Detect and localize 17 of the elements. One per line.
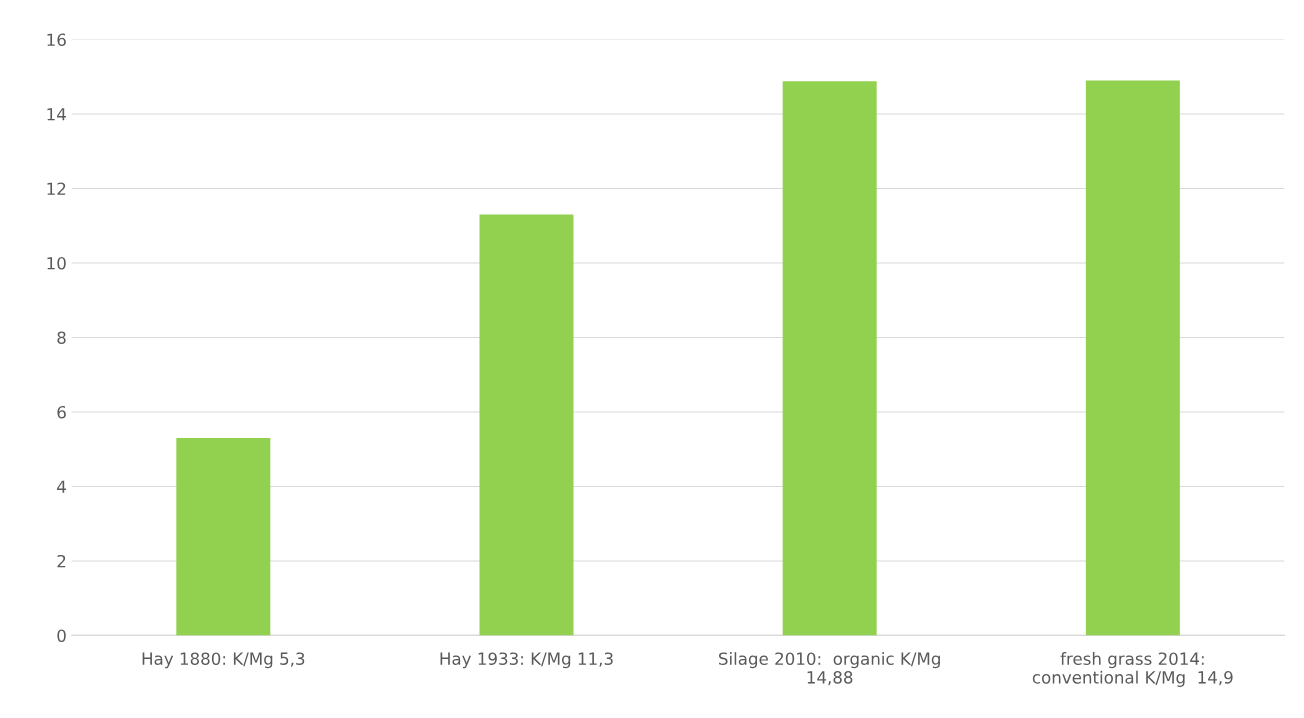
x-tick-label: Silage 2010: organic K/Mg 14,88 [719, 652, 940, 686]
y-tick-label: 16 [47, 33, 66, 47]
x-tick-label: Hay 1880: K/Mg 5,3 [142, 652, 305, 669]
bar [782, 81, 877, 636]
y-tick-label: 0 [57, 629, 66, 642]
bar [1085, 80, 1180, 636]
x-tick-label: fresh grass 2014: conventional K/Mg 14,9 [1032, 652, 1233, 687]
y-tick-label: 8 [57, 331, 66, 345]
x-tick-label: Hay 1933: K/Mg 11,3 [440, 652, 613, 669]
y-tick-label: 14 [47, 108, 66, 121]
y-tick-label: 4 [57, 480, 66, 493]
y-tick-label: 12 [47, 182, 66, 195]
y-tick-label: 6 [57, 405, 66, 419]
y-tick-label: 2 [57, 554, 66, 568]
bar [176, 438, 271, 636]
bar [479, 214, 574, 636]
y-tick-label: 10 [47, 256, 66, 270]
